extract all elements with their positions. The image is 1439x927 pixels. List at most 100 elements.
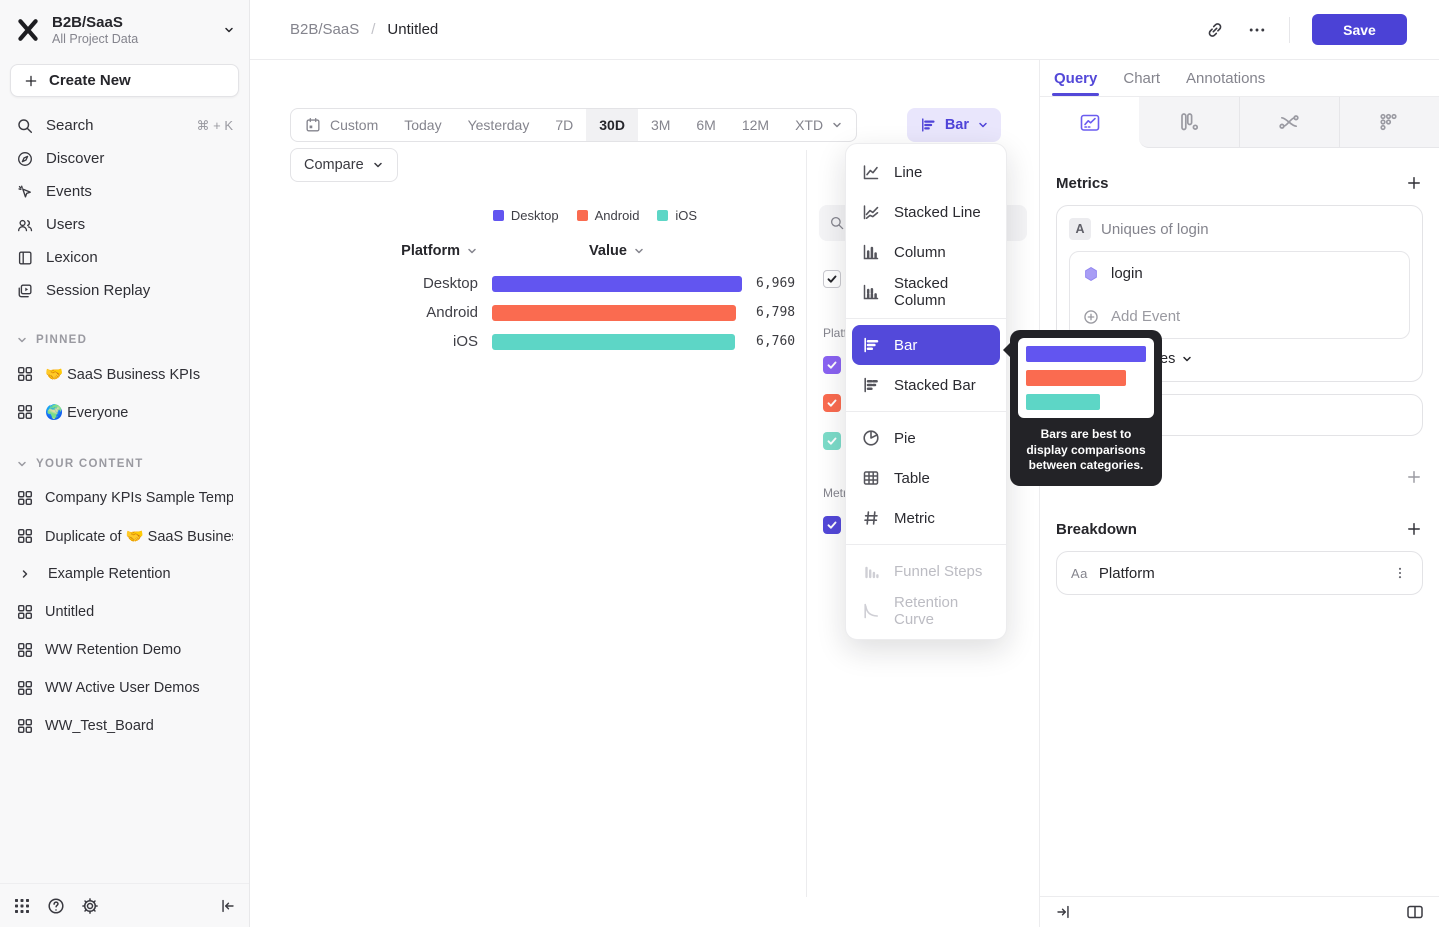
sidebar-item-lexicon[interactable]: Lexicon bbox=[0, 241, 249, 274]
checkbox-android[interactable] bbox=[823, 394, 841, 412]
sidebar-item-events[interactable]: Events bbox=[0, 175, 249, 208]
chevron-down-icon bbox=[16, 334, 28, 346]
report-type-insights[interactable] bbox=[1040, 97, 1140, 148]
legend-item-ios[interactable]: iOS bbox=[657, 208, 697, 223]
sidebar-folder-example-retention[interactable]: Example Retention bbox=[0, 555, 249, 593]
sidebar-board-untitled[interactable]: Untitled bbox=[0, 593, 249, 631]
menu-item-pie[interactable]: Pie bbox=[846, 418, 1006, 458]
add-event-row[interactable]: Add Event bbox=[1070, 295, 1409, 338]
add-filter-icon[interactable] bbox=[1405, 468, 1423, 486]
breadcrumb: B2B/SaaS / Untitled bbox=[290, 21, 1205, 38]
split-view-icon[interactable] bbox=[1405, 902, 1425, 922]
select-all-checkbox[interactable] bbox=[823, 270, 841, 288]
sidebar-item-search[interactable]: Search ⌘ + K bbox=[0, 109, 249, 142]
report-type-funnels[interactable] bbox=[1139, 97, 1239, 148]
checkbox-ios[interactable] bbox=[823, 432, 841, 450]
sidebar-board-duplicate-saas[interactable]: Duplicate of 🤝 SaaS Business bbox=[0, 517, 249, 555]
add-metric-icon[interactable] bbox=[1405, 174, 1423, 192]
board-icon bbox=[16, 717, 34, 735]
sidebar-board-ww-retention-demo[interactable]: WW Retention Demo bbox=[0, 631, 249, 669]
sidebar-board-ww-active-user-demos[interactable]: WW Active User Demos bbox=[0, 669, 249, 707]
collapse-sidebar-icon[interactable] bbox=[219, 897, 237, 915]
column-header-platform[interactable]: Platform bbox=[385, 243, 478, 259]
insights-icon bbox=[1078, 111, 1102, 135]
range-30d-selected[interactable]: 30D bbox=[586, 109, 638, 141]
create-new-button[interactable]: Create New bbox=[10, 64, 239, 97]
menu-item-metric[interactable]: Metric bbox=[846, 498, 1006, 538]
workspace-switcher[interactable]: B2B/SaaS All Project Data bbox=[0, 0, 249, 56]
menu-item-stacked-bar[interactable]: Stacked Bar bbox=[846, 365, 1006, 405]
menu-item-stacked-line[interactable]: Stacked Line bbox=[846, 192, 1006, 232]
range-today[interactable]: Today bbox=[404, 117, 442, 133]
counting-method-dropdown[interactable]: es bbox=[1160, 351, 1410, 367]
stacked-column-chart-icon bbox=[861, 282, 881, 302]
users-icon bbox=[16, 216, 34, 234]
save-button[interactable]: Save bbox=[1312, 14, 1407, 45]
your-content-section-header[interactable]: YOUR CONTENT bbox=[0, 449, 249, 479]
gear-icon[interactable] bbox=[80, 896, 100, 916]
nav-label: Session Replay bbox=[46, 282, 151, 299]
menu-item-stacked-column[interactable]: Stacked Column bbox=[846, 272, 1006, 312]
column-header-value[interactable]: Value bbox=[492, 243, 742, 259]
tab-annotations[interactable]: Annotations bbox=[1186, 69, 1266, 87]
range-custom[interactable]: Custom bbox=[291, 109, 391, 141]
create-new-label: Create New bbox=[49, 72, 131, 89]
nav-label: Discover bbox=[46, 150, 105, 167]
search-icon bbox=[829, 215, 845, 231]
legend-item-desktop[interactable]: Desktop bbox=[492, 208, 559, 223]
bar-android[interactable] bbox=[492, 304, 736, 321]
board-label: Duplicate of 🤝 SaaS Business bbox=[45, 528, 233, 545]
sidebar-board-company-kpis[interactable]: Company KPIs Sample Templat bbox=[0, 479, 249, 517]
sidebar-board-ww-test-board[interactable]: WW_Test_Board bbox=[0, 707, 249, 745]
pinned-section-header[interactable]: PINNED bbox=[0, 325, 249, 355]
chevron-down-icon bbox=[223, 24, 235, 36]
report-toolbar: Custom Today Yesterday 7D 30D 3M 6M 12M … bbox=[250, 60, 1039, 142]
range-3m[interactable]: 3M bbox=[650, 117, 671, 133]
menu-item-column[interactable]: Column bbox=[846, 232, 1006, 272]
help-icon[interactable] bbox=[46, 896, 66, 916]
range-12m[interactable]: 12M bbox=[741, 117, 770, 133]
tab-query[interactable]: Query bbox=[1051, 60, 1100, 96]
menu-item-table[interactable]: Table bbox=[846, 458, 1006, 498]
chevron-down-icon bbox=[831, 119, 843, 131]
kebab-menu-icon[interactable] bbox=[1392, 565, 1408, 581]
report-type-flows[interactable] bbox=[1238, 97, 1339, 148]
add-breakdown-icon[interactable] bbox=[1405, 520, 1423, 538]
bar-row-android: Android 6,798 bbox=[385, 304, 805, 321]
ellipsis-icon[interactable] bbox=[1247, 20, 1267, 40]
legend-item-android[interactable]: Android bbox=[576, 208, 639, 223]
checkbox-metric[interactable] bbox=[823, 516, 841, 534]
sidebar-board-everyone[interactable]: 🌍 Everyone bbox=[0, 393, 249, 431]
report-type-retention[interactable] bbox=[1338, 97, 1439, 148]
circled-plus-icon bbox=[1082, 308, 1100, 326]
menu-item-retention-curve-disabled: Retention Curve bbox=[846, 591, 1006, 631]
tab-chart[interactable]: Chart bbox=[1123, 69, 1161, 87]
event-row-login[interactable]: login bbox=[1070, 252, 1409, 295]
chart-type-button[interactable]: Bar bbox=[906, 108, 1001, 142]
range-yesterday[interactable]: Yesterday bbox=[467, 117, 530, 133]
breadcrumb-root[interactable]: B2B/SaaS bbox=[290, 21, 360, 38]
range-7d[interactable]: 7D bbox=[555, 117, 574, 133]
link-icon[interactable] bbox=[1205, 20, 1225, 40]
menu-divider bbox=[846, 411, 1006, 412]
sidebar-item-users[interactable]: Users bbox=[0, 208, 249, 241]
sidebar-item-discover[interactable]: Discover bbox=[0, 142, 249, 175]
breadcrumb-current[interactable]: Untitled bbox=[387, 21, 439, 38]
checkbox-desktop[interactable] bbox=[823, 356, 841, 374]
bar-desktop[interactable] bbox=[492, 275, 742, 292]
breakdown-property-name: Platform bbox=[1098, 564, 1155, 582]
sidebar-board-saas-business-kpis[interactable]: 🤝 SaaS Business KPIs bbox=[0, 355, 249, 393]
compare-button[interactable]: Compare bbox=[290, 148, 398, 182]
breakdown-property-card[interactable]: Aa Platform bbox=[1056, 551, 1423, 595]
apps-grid-icon[interactable] bbox=[12, 896, 32, 916]
menu-item-bar-selected[interactable]: Bar bbox=[852, 325, 1000, 365]
range-6m[interactable]: 6M bbox=[696, 117, 716, 133]
menu-item-line[interactable]: Line bbox=[846, 152, 1006, 192]
bar-ios[interactable] bbox=[492, 333, 735, 350]
sidebar-item-session-replay[interactable]: Session Replay bbox=[0, 274, 249, 307]
retention-curve-icon bbox=[861, 601, 881, 621]
metric-row[interactable]: A Uniques of login bbox=[1069, 218, 1410, 240]
legend-swatch bbox=[576, 210, 588, 221]
collapse-panel-icon[interactable] bbox=[1054, 903, 1072, 921]
range-xtd[interactable]: XTD bbox=[782, 109, 856, 141]
